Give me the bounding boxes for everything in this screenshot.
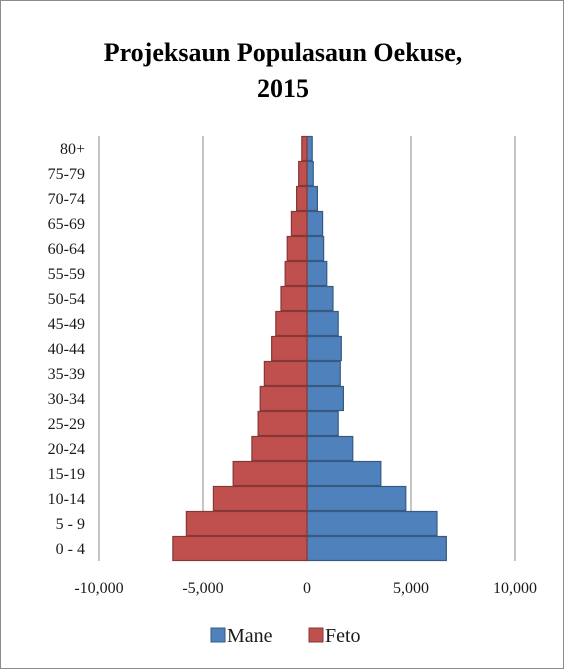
bar-mane-04	[307, 537, 446, 561]
age-group-label: 65-69	[48, 216, 85, 233]
x-tick-label: 10,000	[493, 580, 537, 597]
bar-mane-1014	[307, 487, 406, 511]
bar-feto-6064	[287, 237, 307, 261]
bar-mane-5054	[307, 287, 333, 311]
age-group-label: 35-39	[48, 366, 85, 383]
bar-feto-04	[173, 537, 307, 561]
bar-mane-3539	[307, 362, 340, 386]
bar-mane-5559	[307, 262, 327, 286]
legend-swatch-feto	[309, 628, 323, 642]
bar-feto-5054	[281, 287, 307, 311]
age-group-label: 5 - 9	[56, 516, 85, 533]
bar-mane-4549	[307, 312, 338, 336]
age-group-label: 75-79	[48, 166, 85, 183]
bar-mane-2024	[307, 437, 353, 461]
age-group-label: 45-49	[48, 316, 85, 333]
age-group-label: 25-29	[48, 416, 85, 433]
bar-mane-6064	[307, 237, 324, 261]
age-group-label: 50-54	[48, 291, 85, 308]
bar-feto-2529	[258, 412, 307, 436]
age-group-label: 70-74	[48, 191, 85, 208]
bar-feto-1519	[233, 462, 307, 486]
bar-mane-59	[307, 512, 437, 536]
bar-feto-4044	[272, 337, 307, 361]
bar-feto-1014	[213, 487, 307, 511]
bar-feto-6569	[291, 212, 307, 236]
x-tick-label: 5,000	[393, 580, 429, 597]
bar-feto-2024	[252, 437, 307, 461]
bar-mane-2529	[307, 412, 338, 436]
x-axis-tick-labels: -10,000 -5,000 0 5,000 10,000	[74, 580, 537, 597]
age-group-label: 15-19	[48, 466, 85, 483]
bar-mane-1519	[307, 462, 381, 486]
bar-mane-7579	[307, 162, 313, 186]
age-group-label: 80+	[60, 141, 85, 158]
legend-label-feto: Feto	[325, 625, 361, 647]
age-group-label: 40-44	[48, 341, 85, 358]
bar-feto-3539	[264, 362, 307, 386]
bar-feto-80+	[302, 137, 307, 161]
bars	[173, 137, 447, 561]
legend: Mane Feto	[211, 625, 361, 647]
chart-title-line-1: Projeksaun Populasaun Oekuse,	[104, 38, 463, 67]
x-tick-label: -10,000	[74, 580, 123, 597]
bar-feto-7074	[297, 187, 307, 211]
x-tick-label: 0	[303, 580, 311, 597]
bar-mane-4044	[307, 337, 341, 361]
bar-mane-80+	[307, 137, 312, 161]
bar-feto-4549	[276, 312, 307, 336]
age-group-label: 20-24	[48, 441, 85, 458]
bar-feto-7579	[299, 162, 307, 186]
bar-mane-6569	[307, 212, 323, 236]
legend-label-mane: Mane	[227, 625, 273, 647]
chart-title-line-2: 2015	[257, 74, 309, 103]
bar-feto-3034	[260, 387, 307, 411]
bar-mane-7074	[307, 187, 317, 211]
legend-swatch-mane	[211, 628, 225, 642]
age-group-label: 10-14	[48, 491, 85, 508]
age-group-label: 30-34	[48, 391, 85, 408]
age-group-label: 60-64	[48, 241, 85, 258]
x-tick-label: -5,000	[182, 580, 223, 597]
bar-feto-59	[186, 512, 307, 536]
age-group-label: 0 - 4	[56, 541, 85, 558]
bar-feto-5559	[285, 262, 307, 286]
age-group-label: 55-59	[48, 266, 85, 283]
bar-mane-3034	[307, 387, 343, 411]
age-group-labels: 80+ 75-79 70-74 65-69 60-64 55-59 50-54 45-49 40…	[48, 141, 85, 558]
